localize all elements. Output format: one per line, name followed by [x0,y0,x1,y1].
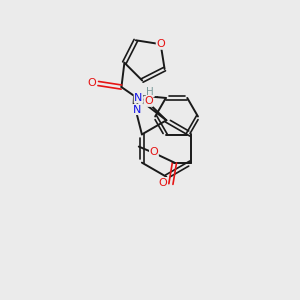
Text: O: O [156,39,165,49]
Text: O: O [150,147,158,157]
Text: O: O [158,178,167,188]
Text: O: O [144,96,153,106]
Text: N: N [134,93,142,103]
Text: H: H [146,87,154,97]
Text: N: N [133,104,141,115]
Text: O: O [87,78,96,88]
